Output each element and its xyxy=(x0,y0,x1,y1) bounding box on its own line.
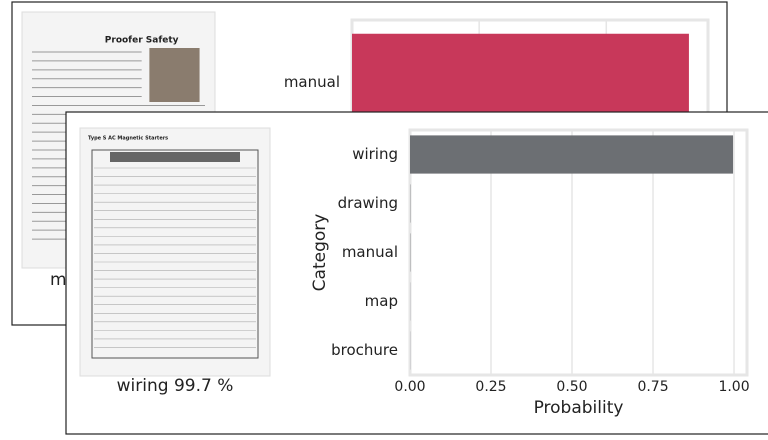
result-card: Type S AC Magnetic Starters 0.00 0.25 0.50 0… xyxy=(66,112,768,434)
y-tick-label: map xyxy=(365,292,398,310)
y-tick-label: manual xyxy=(342,243,398,261)
x-tick-label: 0.50 xyxy=(556,379,587,395)
y-tick-label: manual xyxy=(284,73,340,91)
thumbnail-title: Type S AC Magnetic Starters xyxy=(88,136,168,142)
y-tick-label: drawing xyxy=(338,194,398,212)
proofer-image xyxy=(149,48,199,102)
y-axis-label: Category xyxy=(310,214,330,292)
y-tick-label: wiring xyxy=(352,145,398,163)
x-axis-label: Probability xyxy=(534,398,624,418)
schematic-header xyxy=(110,152,240,162)
thumbnail-title: Proofer Safety xyxy=(105,36,179,46)
x-tick-label: 1.00 xyxy=(718,379,749,395)
caption: wiring 99.7 % xyxy=(117,376,234,396)
x-tick-label: 0.75 xyxy=(637,379,668,395)
y-tick-label: brochure xyxy=(331,341,398,359)
x-tick-label: 0.25 xyxy=(475,379,506,395)
x-tick-label: 0.00 xyxy=(394,379,425,395)
bar xyxy=(410,135,733,173)
